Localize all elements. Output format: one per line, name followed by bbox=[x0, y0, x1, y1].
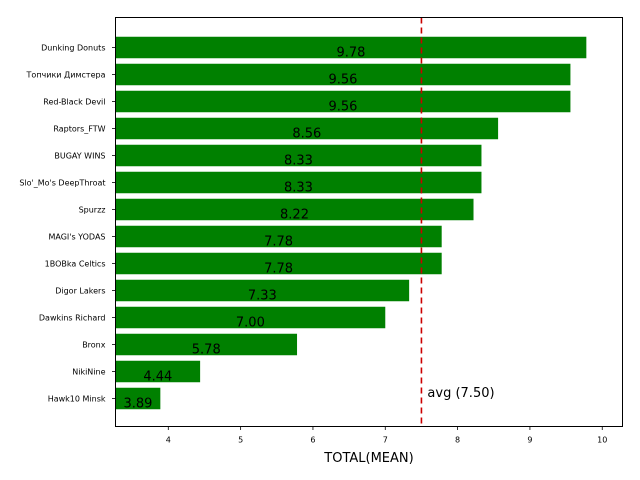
data-label-2: 9.56 bbox=[328, 100, 357, 115]
data-label-12: 4.44 bbox=[143, 370, 172, 385]
category-label-9: Digor Lakers bbox=[55, 287, 105, 296]
data-label-4: 8.33 bbox=[284, 154, 313, 169]
category-label-2: Red-Black Devil bbox=[43, 98, 105, 107]
x-tick-label-6: 10 bbox=[597, 436, 607, 445]
category-label-0: Dunking Donuts bbox=[41, 44, 105, 53]
data-label-8: 7.78 bbox=[264, 262, 293, 277]
data-label-7: 7.78 bbox=[264, 235, 293, 250]
bar-4 bbox=[115, 144, 482, 167]
data-label-9: 7.33 bbox=[248, 289, 277, 304]
category-label-13: Hawk10 Minsk bbox=[48, 395, 106, 404]
category-label-4: BUGAY WINS bbox=[54, 152, 105, 161]
data-label-1: 9.56 bbox=[328, 73, 357, 88]
bar-1 bbox=[115, 63, 571, 86]
data-label-3: 8.56 bbox=[292, 127, 321, 142]
bar-11 bbox=[115, 333, 298, 356]
bar-13 bbox=[115, 387, 161, 410]
data-labels-group: 9.78 9.56 9.56 8.56 8.33 8.33 8.22 7.78 7.78 7.33… bbox=[123, 46, 365, 412]
x-ticks-group: 4 5 6 7 8 9 10 bbox=[166, 426, 607, 445]
category-label-12: NikiNine bbox=[72, 368, 105, 377]
category-label-1: Топчики Димстера bbox=[26, 71, 106, 80]
bar-12 bbox=[115, 360, 201, 383]
bar-0 bbox=[115, 36, 587, 59]
bar-9 bbox=[115, 279, 410, 302]
bar-6 bbox=[115, 198, 474, 221]
bar-10 bbox=[115, 306, 386, 329]
data-label-0: 9.78 bbox=[336, 46, 365, 61]
category-label-3: Raptors_FTW bbox=[53, 125, 105, 134]
category-label-5: Slo'_Mo's DeepThroat bbox=[19, 179, 105, 188]
x-tick-label-0: 4 bbox=[166, 436, 171, 445]
x-tick-label-2: 6 bbox=[310, 436, 315, 445]
bar-3 bbox=[115, 117, 499, 140]
category-labels-group: Dunking Donuts Топчики Димстера Red-Black … bbox=[19, 44, 116, 404]
category-label-10: Dawkins Richard bbox=[39, 314, 106, 323]
category-label-6: Spurzz bbox=[79, 206, 106, 215]
category-label-11: Bronx bbox=[82, 341, 106, 350]
data-label-11: 5.78 bbox=[192, 343, 221, 358]
x-tick-label-1: 5 bbox=[238, 436, 243, 445]
plot-frame bbox=[115, 17, 623, 427]
x-tick-label-3: 7 bbox=[383, 436, 388, 445]
data-label-6: 8.22 bbox=[280, 208, 309, 223]
x-axis-title: TOTAL(MEAN) bbox=[323, 451, 413, 466]
data-label-10: 7.00 bbox=[236, 316, 265, 331]
data-label-13: 3.89 bbox=[123, 397, 152, 412]
bar-5 bbox=[115, 171, 482, 194]
average-label: avg (7.50) bbox=[427, 386, 494, 401]
bars-group bbox=[115, 36, 587, 410]
category-label-7: MAGI's YODAS bbox=[48, 233, 105, 242]
x-tick-label-4: 8 bbox=[455, 436, 460, 445]
bar-8 bbox=[115, 252, 442, 275]
x-tick-label-5: 9 bbox=[527, 436, 532, 445]
category-label-8: 1BOBka Celtics bbox=[45, 260, 106, 269]
bar-7 bbox=[115, 225, 442, 248]
bar-2 bbox=[115, 90, 571, 113]
data-label-5: 8.33 bbox=[284, 181, 313, 196]
